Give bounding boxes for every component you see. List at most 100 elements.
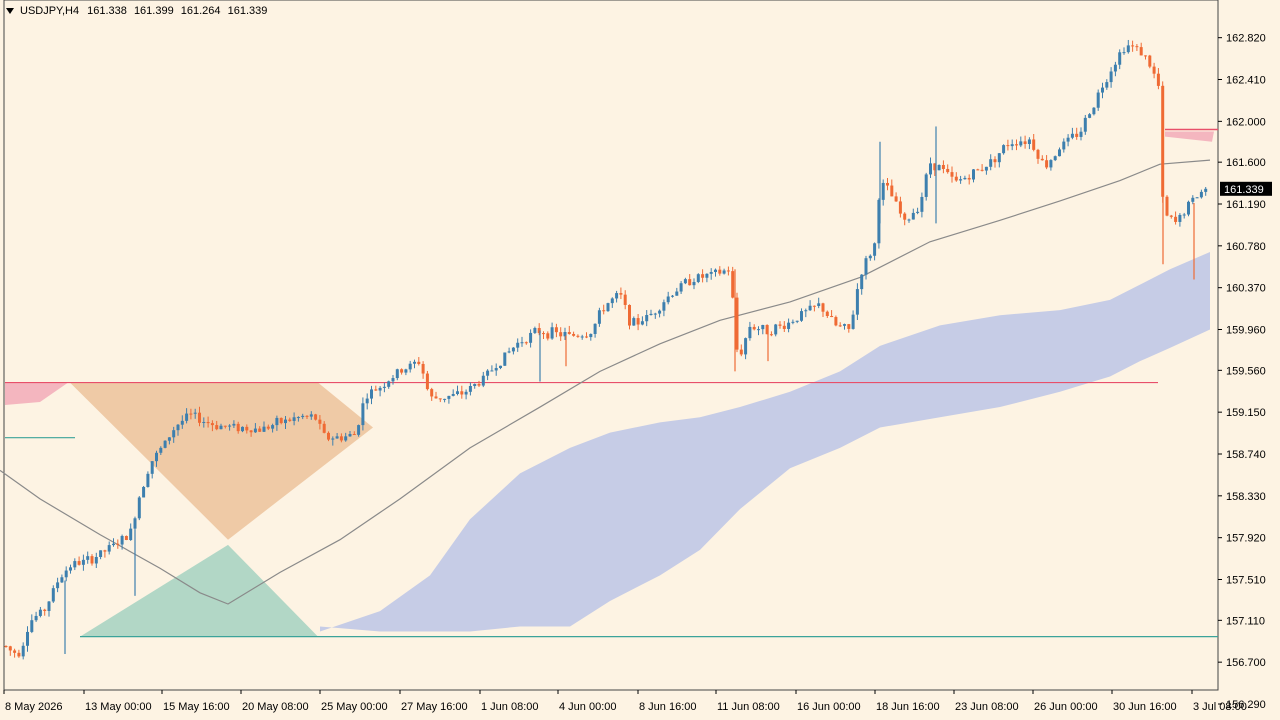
close-value: 161.339	[227, 5, 268, 17]
candle	[628, 304, 631, 330]
resistance-zone-right	[1165, 131, 1214, 142]
candle	[1131, 40, 1135, 52]
candle-body	[120, 535, 124, 545]
candle-body	[989, 159, 993, 167]
x-axis-label: 27 May 16:00	[401, 701, 468, 713]
candle-body	[1199, 191, 1203, 198]
candle-body	[610, 298, 614, 304]
candle	[1066, 134, 1070, 147]
candle	[916, 207, 920, 215]
candle-body	[774, 324, 778, 335]
candle	[288, 417, 292, 422]
candle-body	[443, 398, 447, 400]
candle-body	[559, 332, 563, 337]
candle	[984, 166, 988, 175]
candle	[215, 420, 219, 431]
candle-body	[1010, 144, 1014, 147]
candle-body	[855, 289, 859, 315]
candle	[64, 566, 68, 582]
candle-body	[554, 327, 558, 333]
candle-body	[597, 310, 601, 324]
candle-body	[468, 385, 472, 392]
candle-body	[395, 369, 399, 379]
candle	[989, 154, 993, 171]
candle-body	[1191, 197, 1195, 202]
candle-body	[1006, 145, 1010, 147]
candle	[675, 287, 679, 296]
candle	[1101, 82, 1104, 99]
candle-body	[258, 428, 262, 432]
candle	[352, 431, 356, 436]
candle	[976, 168, 980, 171]
candle-body	[709, 272, 713, 274]
candle-body	[1075, 133, 1079, 137]
candle	[623, 290, 627, 310]
candle	[241, 426, 244, 433]
candle-body	[567, 332, 571, 334]
candle	[761, 324, 765, 335]
candle-body	[984, 166, 988, 171]
y-axis-label: 161.190	[1226, 199, 1266, 211]
candle	[103, 549, 107, 558]
candle	[1040, 155, 1044, 161]
candle-body	[391, 378, 395, 382]
candle	[800, 308, 803, 322]
candle-body	[658, 310, 662, 314]
candle	[1118, 49, 1122, 70]
candle-body	[761, 324, 765, 330]
candle-body	[1105, 82, 1109, 88]
candle-body	[959, 179, 963, 181]
plot-area-border	[3, 0, 1219, 691]
x-axis-label: 8 Jun 16:00	[639, 701, 697, 713]
candle	[1156, 68, 1160, 90]
candle	[709, 268, 713, 280]
candle-body	[13, 650, 17, 653]
candle-body	[890, 185, 894, 197]
candle	[589, 333, 593, 341]
candle-body	[1066, 137, 1070, 142]
candle	[499, 365, 502, 370]
candle-body	[1083, 117, 1087, 132]
candle-body	[636, 318, 640, 325]
candle	[275, 415, 279, 431]
candle	[460, 385, 464, 399]
candle	[666, 291, 670, 305]
candle-body	[1178, 214, 1182, 222]
candle-body	[262, 426, 266, 432]
candle-body	[335, 436, 339, 439]
candle-body	[542, 333, 545, 335]
candle	[529, 329, 533, 348]
candle-body	[86, 556, 90, 560]
candle	[873, 242, 877, 261]
candle-body	[894, 196, 898, 202]
candle	[950, 166, 954, 183]
candle	[116, 539, 120, 549]
candle-body	[817, 303, 821, 306]
candle-body	[632, 318, 636, 326]
candle-body	[47, 601, 51, 611]
candle-body	[628, 304, 631, 326]
candle	[511, 347, 515, 355]
candle-body	[873, 243, 877, 256]
candle	[1144, 55, 1147, 60]
collapse-triangle-icon[interactable]	[6, 8, 14, 14]
candle-body	[550, 327, 554, 339]
candle	[21, 642, 25, 660]
candle-body	[21, 645, 25, 657]
y-axis-label: 156.700	[1226, 657, 1266, 669]
candle	[980, 164, 984, 172]
candle	[107, 541, 111, 555]
candle-body	[249, 430, 253, 433]
candle-body	[877, 199, 881, 244]
candle-body	[580, 336, 584, 338]
candle-body	[791, 321, 795, 323]
candle-body	[365, 398, 369, 404]
candle	[271, 423, 275, 433]
candle	[90, 554, 94, 566]
candle	[537, 323, 541, 336]
candle-body	[653, 313, 657, 315]
candle	[1096, 89, 1100, 111]
candle-body	[739, 349, 743, 355]
